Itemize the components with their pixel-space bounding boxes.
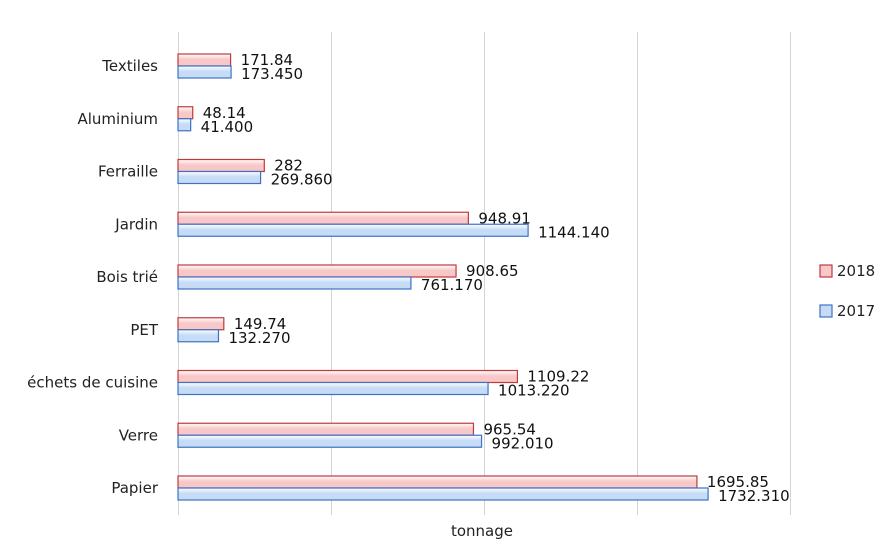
category-label-ferraille: Ferraille [98, 163, 158, 181]
x-axis-title: tonnage [451, 522, 513, 540]
bar-rect-2018-textiles [177, 53, 232, 67]
value-label-2018-ferraille: 282 [274, 157, 303, 175]
bar-rect-2018-pet [177, 317, 225, 331]
bar-2017-jardin [177, 223, 529, 237]
bar-rect-2017-ferraille [177, 170, 262, 185]
value-label-2017-bois-trie: 761.170 [421, 276, 483, 294]
bar-rect-2017-pet [177, 329, 220, 343]
bar-2018-bois-trie [177, 264, 457, 278]
legend-label-2017: 2017 [837, 302, 875, 320]
value-label-2018-echets-de-cuisine: 1109.22 [527, 368, 589, 386]
bar-rect-2018-papier [177, 475, 698, 489]
value-label-2018-papier: 1695.85 [707, 473, 769, 491]
bar-rect-2018-echets-de-cuisine [177, 369, 519, 384]
bar-2018-textiles [177, 53, 232, 67]
bar-2017-textiles [177, 65, 232, 79]
bar-rect-2018-verre [177, 422, 475, 436]
bar-2017-papier [177, 487, 709, 501]
bar-2018-ferraille [177, 158, 265, 173]
value-label-2017-verre: 992.010 [492, 434, 554, 452]
bar-2018-pet [177, 317, 225, 331]
bar-2018-papier [177, 475, 698, 489]
bar-2017-echets-de-cuisine [177, 381, 489, 396]
bar-rect-2018-bois-trie [177, 264, 457, 278]
value-label-2017-pet: 132.270 [228, 329, 290, 347]
bar-2017-ferraille [177, 170, 262, 185]
category-label-textiles: Textiles [101, 57, 158, 75]
category-label-verre: Verre [119, 426, 158, 444]
value-label-2017-jardin: 1144.140 [538, 223, 610, 241]
bar-2018-echets-de-cuisine [177, 369, 519, 384]
bar-2017-pet [177, 329, 220, 343]
bar-rect-2017-bois-trie [177, 276, 412, 290]
bar-2017-verre [177, 434, 483, 448]
value-label-2018-jardin: 948.91 [478, 209, 531, 227]
legend-swatch-2018 [819, 264, 833, 278]
category-label-papier: Papier [111, 479, 158, 497]
bar-rect-2018-ferraille [177, 158, 265, 173]
category-label-jardin: Jardin [114, 215, 158, 233]
bar-2018-aluminium [177, 106, 194, 120]
bar-rect-2018-jardin [177, 211, 469, 225]
bar-rect-2017-aluminium [177, 118, 192, 132]
category-label-pet: PET [130, 321, 159, 339]
category-label-echets-de-cuisine: échets de cuisine [27, 374, 158, 392]
bars [177, 53, 709, 501]
category-labels: Textiles Aluminium Ferraille Jardin Bois tri… [27, 57, 159, 497]
value-label-2018-textiles: 171.84 [241, 51, 294, 69]
value-label-2018-bois-trie: 908.65 [466, 262, 518, 280]
bar-2018-verre [177, 422, 475, 436]
legend: 2018 2017 [819, 262, 875, 320]
value-label-2017-echets-de-cuisine: 1013.220 [498, 382, 570, 400]
value-label-2018-verre: 965.54 [483, 420, 535, 438]
bar-2017-aluminium [177, 118, 192, 132]
value-label-2018-aluminium: 48.14 [203, 104, 246, 122]
bar-rect-2017-textiles [177, 65, 232, 79]
value-label-2017-aluminium: 41.400 [201, 118, 254, 136]
legend-item-2017: 2017 [819, 302, 875, 320]
category-label-bois-trie: Bois trié [96, 268, 158, 286]
legend-item-2018: 2018 [819, 262, 875, 280]
category-label-aluminium: Aluminium [77, 110, 158, 128]
bar-rect-2017-verre [177, 434, 483, 448]
value-label-2017-ferraille: 269.860 [271, 171, 333, 189]
value-label-2017-textiles: 173.450 [241, 65, 303, 83]
legend-label-2018: 2018 [837, 262, 875, 280]
bar-rect-2017-echets-de-cuisine [177, 381, 489, 396]
bar-2018-jardin [177, 211, 469, 225]
bar-2017-bois-trie [177, 276, 412, 290]
value-label-2017-papier: 1732.310 [718, 487, 790, 505]
bar-rect-2017-papier [177, 487, 709, 501]
bar-rect-2018-aluminium [177, 106, 194, 120]
value-label-2018-pet: 149.74 [234, 315, 287, 333]
legend-swatch-2017 [819, 304, 833, 318]
bar-rect-2017-jardin [177, 223, 529, 237]
